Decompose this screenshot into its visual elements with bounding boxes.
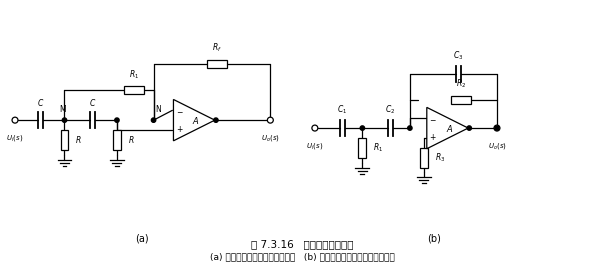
Text: $R_1$: $R_1$ xyxy=(373,142,384,154)
Text: $U_o(s)$: $U_o(s)$ xyxy=(261,133,280,143)
Text: (a) 压控电压源二阶高通滤波电路   (b) 无限增益多路反馈高通滤波电路: (a) 压控电压源二阶高通滤波电路 (b) 无限增益多路反馈高通滤波电路 xyxy=(209,252,394,261)
Text: $R$: $R$ xyxy=(76,135,82,146)
Circle shape xyxy=(312,125,318,131)
Circle shape xyxy=(408,126,412,130)
Text: M: M xyxy=(59,105,66,114)
Circle shape xyxy=(495,126,499,130)
Circle shape xyxy=(151,118,155,122)
Bar xyxy=(113,130,121,150)
Text: $U_i(s)$: $U_i(s)$ xyxy=(306,141,324,151)
Bar xyxy=(451,96,471,104)
Circle shape xyxy=(115,118,119,122)
Text: $+$: $+$ xyxy=(176,124,183,135)
Bar xyxy=(207,60,227,68)
Bar xyxy=(60,130,68,150)
Text: $R_f$: $R_f$ xyxy=(212,41,222,54)
Text: $R_2$: $R_2$ xyxy=(456,78,466,91)
Text: $-$: $-$ xyxy=(176,106,183,115)
Circle shape xyxy=(494,125,500,131)
Text: $R$: $R$ xyxy=(128,135,134,146)
Bar xyxy=(420,148,428,168)
Text: $R_1$: $R_1$ xyxy=(129,68,139,81)
Text: $A$: $A$ xyxy=(446,122,453,133)
Text: 图 7.3.16   二阶高通滤波电路: 图 7.3.16 二阶高通滤波电路 xyxy=(250,239,353,249)
Text: $U_o(s)$: $U_o(s)$ xyxy=(488,141,506,151)
Text: N: N xyxy=(155,105,162,114)
Circle shape xyxy=(62,118,67,122)
Text: $C$: $C$ xyxy=(37,97,44,108)
Text: $C_1$: $C_1$ xyxy=(338,104,348,116)
Text: $-$: $-$ xyxy=(429,114,437,123)
Circle shape xyxy=(360,126,365,130)
Circle shape xyxy=(214,118,218,122)
Text: $R_3$: $R_3$ xyxy=(434,151,445,164)
Text: $+$: $+$ xyxy=(429,132,437,142)
Text: $U_i(s)$: $U_i(s)$ xyxy=(7,133,24,143)
Text: $C_3$: $C_3$ xyxy=(453,49,463,62)
Text: $C_2$: $C_2$ xyxy=(385,104,395,116)
Bar xyxy=(358,138,367,158)
Text: (b): (b) xyxy=(427,234,440,244)
Circle shape xyxy=(267,117,273,123)
Bar xyxy=(124,87,143,94)
Text: $C$: $C$ xyxy=(88,97,96,108)
Circle shape xyxy=(12,117,18,123)
Text: $A$: $A$ xyxy=(192,115,200,126)
Text: (a): (a) xyxy=(135,234,148,244)
Circle shape xyxy=(467,126,471,130)
